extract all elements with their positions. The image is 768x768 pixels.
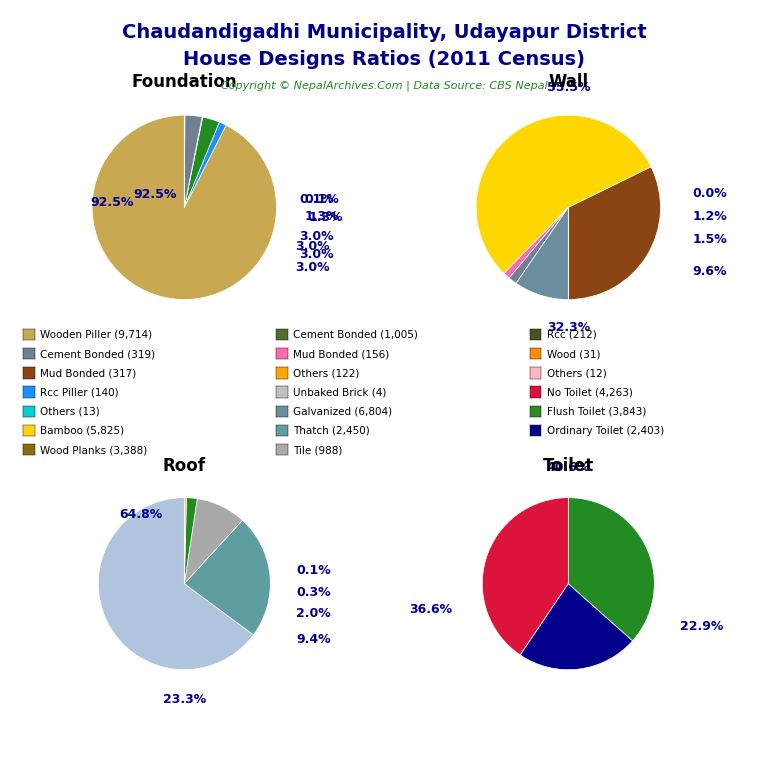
Text: 3.0%: 3.0% bbox=[295, 261, 329, 273]
Text: Mud Bonded (317): Mud Bonded (317) bbox=[40, 368, 136, 379]
Title: Roof: Roof bbox=[163, 457, 206, 475]
Text: No Toilet (4,263): No Toilet (4,263) bbox=[547, 387, 633, 398]
Wedge shape bbox=[509, 207, 568, 283]
Text: Cement Bonded (319): Cement Bonded (319) bbox=[40, 349, 155, 359]
Text: 1.3%: 1.3% bbox=[304, 210, 339, 223]
Wedge shape bbox=[184, 498, 243, 584]
Text: 92.5%: 92.5% bbox=[91, 197, 134, 209]
Text: Rcc (212): Rcc (212) bbox=[547, 329, 597, 340]
Text: 32.3%: 32.3% bbox=[547, 321, 590, 333]
Wedge shape bbox=[184, 520, 270, 635]
Text: 22.9%: 22.9% bbox=[680, 621, 723, 633]
Wedge shape bbox=[184, 498, 197, 584]
Wedge shape bbox=[568, 167, 660, 300]
Text: Ordinary Toilet (2,403): Ordinary Toilet (2,403) bbox=[547, 425, 664, 436]
Text: Unbaked Brick (4): Unbaked Brick (4) bbox=[293, 387, 387, 398]
Wedge shape bbox=[98, 498, 253, 670]
Text: Galvanized (6,804): Galvanized (6,804) bbox=[293, 406, 392, 417]
Text: 0.1%: 0.1% bbox=[304, 194, 339, 207]
Title: Foundation: Foundation bbox=[131, 73, 237, 91]
Text: 0.1%: 0.1% bbox=[296, 564, 331, 578]
Text: 9.6%: 9.6% bbox=[693, 266, 727, 278]
Text: 3.0%: 3.0% bbox=[300, 248, 334, 261]
Wedge shape bbox=[568, 498, 654, 641]
Wedge shape bbox=[92, 115, 276, 300]
Text: 1.2%: 1.2% bbox=[693, 210, 727, 223]
Text: Wood Planks (3,388): Wood Planks (3,388) bbox=[40, 445, 147, 455]
Text: Mud Bonded (156): Mud Bonded (156) bbox=[293, 349, 389, 359]
Text: 1.3%: 1.3% bbox=[309, 211, 343, 224]
Text: Wooden Piller (9,714): Wooden Piller (9,714) bbox=[40, 329, 152, 340]
Text: 55.5%: 55.5% bbox=[547, 81, 590, 94]
Title: Wall: Wall bbox=[548, 73, 588, 91]
Text: Chaudandigadhi Municipality, Udayapur District: Chaudandigadhi Municipality, Udayapur Di… bbox=[121, 23, 647, 42]
Title: Toilet: Toilet bbox=[543, 457, 594, 475]
Wedge shape bbox=[520, 584, 633, 670]
Text: Rcc Piller (140): Rcc Piller (140) bbox=[40, 387, 118, 398]
Text: Bamboo (5,825): Bamboo (5,825) bbox=[40, 425, 124, 436]
Text: 3.0%: 3.0% bbox=[295, 240, 329, 253]
Text: 0.1%: 0.1% bbox=[300, 193, 334, 206]
Text: 36.6%: 36.6% bbox=[409, 603, 452, 616]
Text: Others (13): Others (13) bbox=[40, 406, 100, 417]
Text: Wood (31): Wood (31) bbox=[547, 349, 601, 359]
Text: 1.5%: 1.5% bbox=[693, 233, 727, 246]
Text: Others (122): Others (122) bbox=[293, 368, 359, 379]
Wedge shape bbox=[184, 117, 220, 207]
Wedge shape bbox=[516, 207, 568, 300]
Text: Tile (988): Tile (988) bbox=[293, 445, 343, 455]
Wedge shape bbox=[504, 207, 568, 278]
Wedge shape bbox=[184, 498, 187, 584]
Text: Flush Toilet (3,843): Flush Toilet (3,843) bbox=[547, 406, 646, 417]
Wedge shape bbox=[482, 498, 568, 655]
Text: 92.5%: 92.5% bbox=[134, 188, 177, 201]
Text: 0.0%: 0.0% bbox=[693, 187, 727, 200]
Wedge shape bbox=[184, 115, 202, 207]
Text: Others (12): Others (12) bbox=[547, 368, 607, 379]
Text: Copyright © NepalArchives.Com | Data Source: CBS Nepal: Copyright © NepalArchives.Com | Data Sou… bbox=[220, 81, 548, 91]
Text: 40.6%: 40.6% bbox=[547, 461, 590, 474]
Text: 64.8%: 64.8% bbox=[120, 508, 163, 521]
Text: 3.0%: 3.0% bbox=[300, 230, 334, 243]
Wedge shape bbox=[184, 122, 226, 207]
Text: 2.0%: 2.0% bbox=[296, 607, 331, 621]
Text: House Designs Ratios (2011 Census): House Designs Ratios (2011 Census) bbox=[183, 50, 585, 69]
Wedge shape bbox=[476, 115, 651, 273]
Text: 9.4%: 9.4% bbox=[296, 633, 331, 646]
Text: Thatch (2,450): Thatch (2,450) bbox=[293, 425, 370, 436]
Wedge shape bbox=[184, 117, 203, 207]
Text: 23.3%: 23.3% bbox=[163, 694, 206, 707]
Text: Cement Bonded (1,005): Cement Bonded (1,005) bbox=[293, 329, 419, 340]
Text: 0.3%: 0.3% bbox=[296, 586, 331, 599]
